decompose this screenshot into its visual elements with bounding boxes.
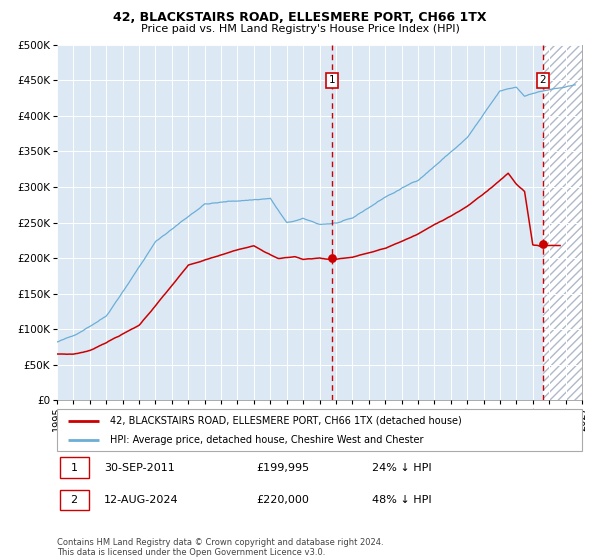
Bar: [59, 489, 89, 510]
Text: 48% ↓ HPI: 48% ↓ HPI: [372, 495, 431, 505]
Text: 1: 1: [71, 463, 77, 473]
Text: 24% ↓ HPI: 24% ↓ HPI: [372, 463, 431, 473]
Text: £199,995: £199,995: [257, 463, 310, 473]
Text: HPI: Average price, detached house, Cheshire West and Chester: HPI: Average price, detached house, Ches…: [110, 435, 423, 445]
Text: 42, BLACKSTAIRS ROAD, ELLESMERE PORT, CH66 1TX: 42, BLACKSTAIRS ROAD, ELLESMERE PORT, CH…: [113, 11, 487, 24]
Text: Price paid vs. HM Land Registry's House Price Index (HPI): Price paid vs. HM Land Registry's House …: [140, 24, 460, 34]
Point: [538, 240, 548, 249]
Point: [327, 254, 337, 263]
Text: £220,000: £220,000: [257, 495, 310, 505]
Text: 2: 2: [539, 76, 546, 85]
Text: 30-SEP-2011: 30-SEP-2011: [104, 463, 175, 473]
Text: 1: 1: [328, 76, 335, 85]
Bar: [543, 45, 582, 400]
Bar: [59, 458, 89, 478]
Text: 12-AUG-2024: 12-AUG-2024: [104, 495, 179, 505]
Text: 42, BLACKSTAIRS ROAD, ELLESMERE PORT, CH66 1TX (detached house): 42, BLACKSTAIRS ROAD, ELLESMERE PORT, CH…: [110, 416, 461, 426]
Text: Contains HM Land Registry data © Crown copyright and database right 2024.
This d: Contains HM Land Registry data © Crown c…: [57, 538, 383, 557]
Text: 2: 2: [71, 495, 77, 505]
